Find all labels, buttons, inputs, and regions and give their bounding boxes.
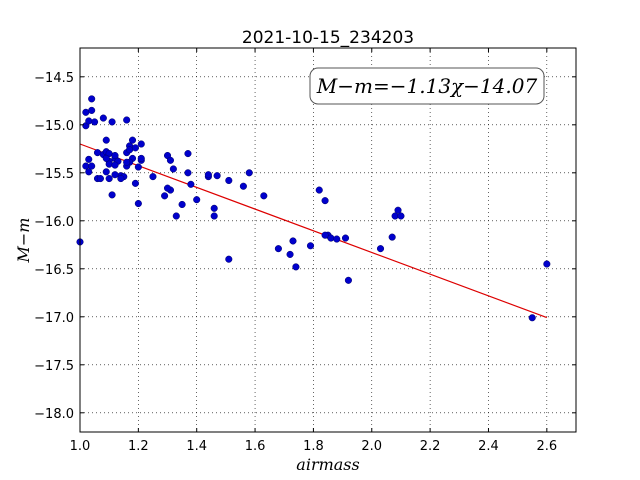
data-point <box>274 245 282 253</box>
data-point <box>131 179 139 187</box>
x-tick-label: 2.2 <box>420 439 441 454</box>
x-tick-label: 2.0 <box>361 439 382 454</box>
data-point <box>108 118 116 126</box>
grid <box>79 48 576 432</box>
data-point <box>341 234 350 242</box>
data-point <box>102 168 110 176</box>
data-point <box>149 173 157 181</box>
x-tick-label: 1.6 <box>245 439 266 454</box>
x-tick-label: 1.0 <box>70 439 91 454</box>
y-tick-label: −18.0 <box>34 407 74 422</box>
data-point <box>327 234 335 242</box>
data-point <box>137 154 145 162</box>
data-point <box>134 199 142 208</box>
data-point <box>85 117 93 125</box>
data-point <box>187 180 195 188</box>
data-points <box>76 95 551 322</box>
data-point <box>102 154 110 162</box>
x-tick-label: 1.8 <box>303 439 324 454</box>
y-tick-label: −17.0 <box>34 311 74 326</box>
data-point <box>161 192 169 200</box>
data-point <box>394 206 402 214</box>
y-tick-labels: −14.5 −15.0 −15.5 −16.0 −16.5 −17.0 −17.5 −18.0 <box>34 71 74 422</box>
x-tick-label: 2.6 <box>536 439 557 454</box>
fit-line <box>79 143 548 319</box>
y-tick-label: −16.5 <box>34 263 74 278</box>
data-point <box>344 276 352 284</box>
data-point <box>321 231 329 239</box>
data-point <box>321 197 329 205</box>
x-tick-label: 1.4 <box>186 439 207 454</box>
chart-title: 2021-10-15_234203 <box>242 28 414 48</box>
data-point <box>96 175 104 183</box>
data-point <box>111 161 119 169</box>
data-point <box>376 245 385 253</box>
data-point <box>88 106 96 114</box>
data-point <box>289 237 297 245</box>
y-tick-label: −14.5 <box>34 71 74 86</box>
data-point <box>184 150 192 158</box>
data-point <box>315 186 323 194</box>
data-point <box>99 114 107 122</box>
y-tick-label: −15.0 <box>34 119 74 134</box>
data-point <box>286 250 294 258</box>
data-point <box>137 140 145 148</box>
data-point <box>88 162 96 170</box>
data-point <box>131 144 139 152</box>
fit-line-group <box>79 143 548 319</box>
y-axis-label: M−m <box>14 218 33 264</box>
data-point <box>543 260 551 268</box>
data-point <box>134 163 142 171</box>
data-point <box>111 151 119 160</box>
data-point <box>91 118 99 126</box>
data-point <box>225 176 233 185</box>
data-point <box>85 168 93 176</box>
fit-equation-box: M−m=−1.13χ−14.07 <box>309 67 545 105</box>
x-tick-label: 2.4 <box>478 439 499 454</box>
data-point <box>108 191 116 199</box>
x-axis-label: airmass <box>296 455 359 474</box>
equation-box-frame <box>309 67 545 105</box>
data-point <box>166 156 174 164</box>
data-point <box>85 155 93 163</box>
data-point <box>210 204 218 212</box>
data-point <box>117 175 125 183</box>
y-tick-label: −15.5 <box>34 167 74 182</box>
data-point <box>184 169 192 177</box>
x-tick-label: 1.2 <box>128 439 149 454</box>
fit-equation: M−m=−1.13χ−14.07 <box>316 74 538 98</box>
data-point <box>105 175 113 183</box>
y-tick-label: −17.5 <box>34 359 74 374</box>
data-point <box>111 171 119 179</box>
x-tick-labels: 1.0 1.2 1.4 1.6 1.8 2.0 2.2 2.4 2.6 <box>70 439 558 454</box>
data-point <box>333 235 341 243</box>
data-point <box>292 263 300 271</box>
data-point <box>163 184 172 192</box>
y-tick-label: −16.0 <box>34 215 74 230</box>
data-point <box>245 169 253 177</box>
data-point <box>210 212 218 220</box>
data-point <box>204 171 212 179</box>
data-point <box>123 116 131 124</box>
data-point <box>128 136 137 144</box>
data-point <box>178 200 186 209</box>
data-point <box>260 192 268 200</box>
plot-frame <box>79 47 577 433</box>
data-point <box>388 233 396 241</box>
data-point <box>528 314 536 322</box>
data-point <box>169 165 177 173</box>
data-point <box>306 242 315 250</box>
data-point <box>193 196 201 204</box>
data-point <box>123 158 131 166</box>
data-point <box>239 182 247 190</box>
axis-ticks <box>79 48 576 432</box>
data-point <box>213 172 221 180</box>
data-point <box>225 255 233 263</box>
data-point <box>397 212 405 220</box>
data-point <box>88 95 96 103</box>
data-point <box>172 212 180 220</box>
data-point <box>102 136 110 144</box>
